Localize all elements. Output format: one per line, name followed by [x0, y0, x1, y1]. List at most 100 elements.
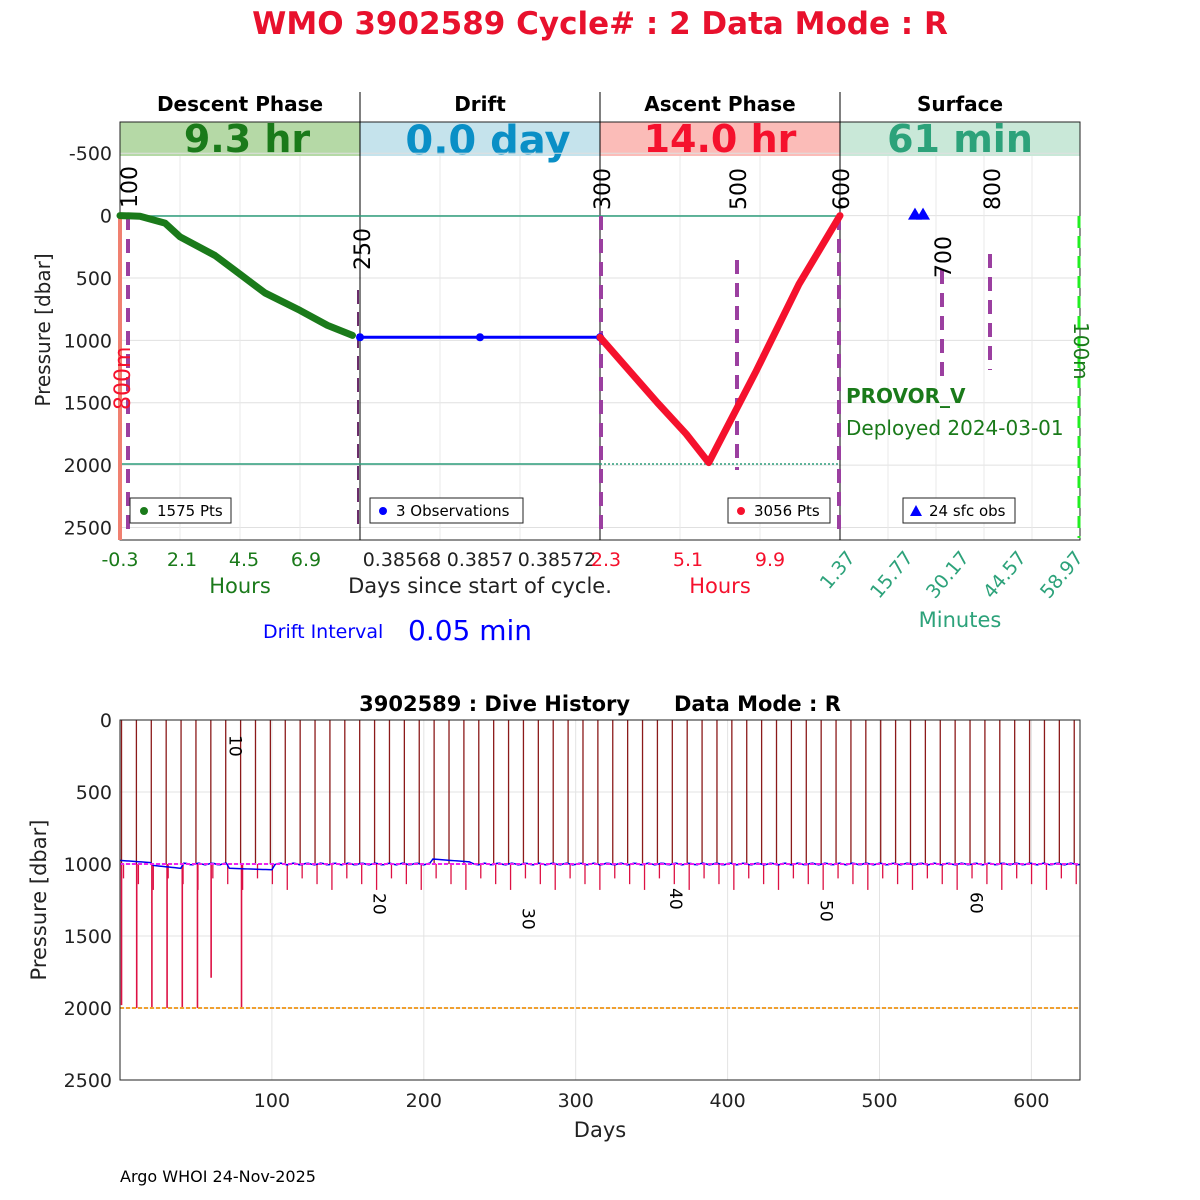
drift-legend: 3 Observations [369, 497, 524, 524]
marker-label-800: 800 [981, 168, 1006, 210]
y-tick-label: -500 [69, 143, 112, 165]
y-tick-label: 2500 [64, 518, 112, 540]
marker-label-100: 100 [118, 166, 143, 208]
drift-phase-heading: Drift [454, 92, 506, 116]
cycle-number-label: 40 [665, 888, 685, 910]
ascent-duration-band [600, 122, 840, 156]
descent-duration-value: 9.3 hr [184, 117, 311, 161]
drift-point [356, 333, 364, 342]
y-tick-label: 2500 [64, 1070, 112, 1092]
ascent-x-axis-label: Hours [689, 574, 751, 598]
descent-x-axis-label: Hours [209, 574, 271, 598]
marker-label-100m: 100m [1069, 322, 1093, 380]
drift-x-tick: 0.38568 [363, 549, 442, 571]
drift-interval-value: 0.05 min [408, 614, 532, 647]
surface-x-tick: 15.77 [866, 547, 918, 603]
cycle-number-label: 50 [815, 900, 835, 922]
top-x-axes: -0.3 2.1 4.5 6.9 Hours 0.38568 0.3857 0.… [101, 547, 1087, 632]
y-tick-label: 1000 [64, 854, 112, 876]
ascent-series-line [596, 212, 844, 467]
drift-x-tick: 0.38572 [518, 549, 597, 571]
y-tick-label: 2000 [64, 455, 112, 477]
y-tick-label: 1500 [64, 393, 112, 415]
marker-label-250: 250 [351, 228, 376, 270]
surface-legend-text: 24 sfc obs [929, 502, 1006, 520]
surface-obs-point [916, 207, 931, 220]
marker-label-600: 600 [830, 168, 855, 210]
cycle-number-label: 30 [518, 908, 538, 930]
surface-duration-band [840, 122, 1080, 156]
ascent-x-tick: 9.9 [755, 549, 785, 571]
marker-label-300: 300 [591, 168, 616, 210]
y-tick-label: 0 [100, 206, 112, 228]
surface-x-tick: 44.57 [979, 547, 1031, 603]
drift-legend-marker [379, 507, 387, 515]
dive-profiles [120, 720, 1077, 1008]
drift-interval-label: Drift Interval [263, 621, 383, 643]
x-tick-label: 500 [861, 1090, 897, 1112]
drift-duration-band [360, 122, 600, 156]
float-type-label: PROVOR_V [846, 384, 966, 408]
cycle-number-label: 10 [224, 735, 244, 757]
top-y-axis: -500 0 500 1000 1500 2000 2500 [64, 143, 112, 539]
y-tick-label: 0 [100, 710, 112, 732]
y-tick-label: 1000 [64, 330, 112, 352]
cycle-number-label: 60 [966, 892, 986, 914]
marker-label-800m: 800m [111, 347, 136, 410]
top-y-axis-label: Pressure [dbar] [31, 253, 55, 406]
bottom-x-axis: 100 200 300 400 500 600 [254, 1090, 1050, 1112]
x-tick-label: 600 [1013, 1090, 1049, 1112]
drift-duration-value: 0.0 day [405, 118, 570, 164]
drift-legend-text: 3 Observations [396, 502, 510, 520]
drift-x-axis-label: Days since start of cycle. [348, 574, 612, 598]
ascent-legend: 3056 Pts [727, 497, 831, 524]
x-tick-label: 400 [709, 1090, 745, 1112]
marker-label-700: 700 [932, 236, 957, 278]
surface-x-tick: 1.37 [816, 547, 860, 594]
drift-x-tick: 0.3857 [447, 549, 513, 571]
descent-legend: 1575 Pts [129, 497, 232, 524]
descent-phase-heading: Descent Phase [157, 92, 323, 116]
marker-label-500: 500 [727, 168, 752, 210]
x-tick-label: 300 [558, 1090, 594, 1112]
y-tick-label: 1500 [64, 926, 112, 948]
descent-duration-band [120, 122, 360, 156]
descent-legend-text: 1575 Pts [157, 502, 223, 520]
descent-x-tick: -0.3 [101, 549, 138, 571]
drift-point [476, 333, 484, 342]
bottom-y-axis-label: Pressure [dbar] [27, 820, 51, 981]
descent-x-tick: 4.5 [229, 549, 259, 571]
descent-series-line [116, 212, 356, 339]
y-tick-label: 2000 [64, 998, 112, 1020]
x-tick-label: 100 [254, 1090, 290, 1112]
ascent-phase-heading: Ascent Phase [644, 92, 795, 116]
ascent-x-tick: 2.3 [591, 549, 621, 571]
descent-x-tick: 6.9 [291, 549, 321, 571]
x-tick-label: 200 [406, 1090, 442, 1112]
y-tick-label: 500 [76, 268, 112, 290]
ascent-x-tick: 5.1 [673, 549, 703, 571]
bottom-chart-grid [120, 719, 1080, 1081]
cycle-profile-chart: Descent Phase Drift Ascent Phase Surface… [31, 92, 1093, 647]
dive-history-title: 3902589 : Dive History Data Mode : R [359, 692, 841, 716]
descent-legend-marker [140, 507, 148, 515]
dive-history-chart: 3902589 : Dive History Data Mode : R 10 2… [27, 692, 1081, 1142]
surface-phase-heading: Surface [917, 92, 1003, 116]
y-tick-label: 500 [76, 782, 112, 804]
cycle-marker-lines [118, 216, 1081, 540]
surface-x-tick: 30.17 [922, 547, 974, 603]
bottom-plot-frame [119, 719, 1081, 1081]
bottom-y-axis: 0 500 1000 1500 2000 2500 [64, 710, 112, 1092]
bottom-x-axis-label: Days [574, 1118, 626, 1142]
surface-duration-value: 61 min [887, 117, 1033, 161]
footer-credit: Argo WHOI 24-Nov-2025 [120, 1167, 316, 1186]
surface-legend-marker [910, 505, 922, 516]
surface-legend: 24 sfc obs [902, 497, 1016, 524]
figure-title: WMO 3902589 Cycle# : 2 Data Mode : R [252, 6, 948, 42]
surface-series [907, 207, 931, 220]
surface-x-tick: 58.97 [1036, 547, 1088, 603]
ascent-legend-text: 3056 Pts [754, 502, 820, 520]
cycle-number-label: 20 [369, 893, 389, 915]
surface-x-axis-label: Minutes [919, 608, 1002, 632]
